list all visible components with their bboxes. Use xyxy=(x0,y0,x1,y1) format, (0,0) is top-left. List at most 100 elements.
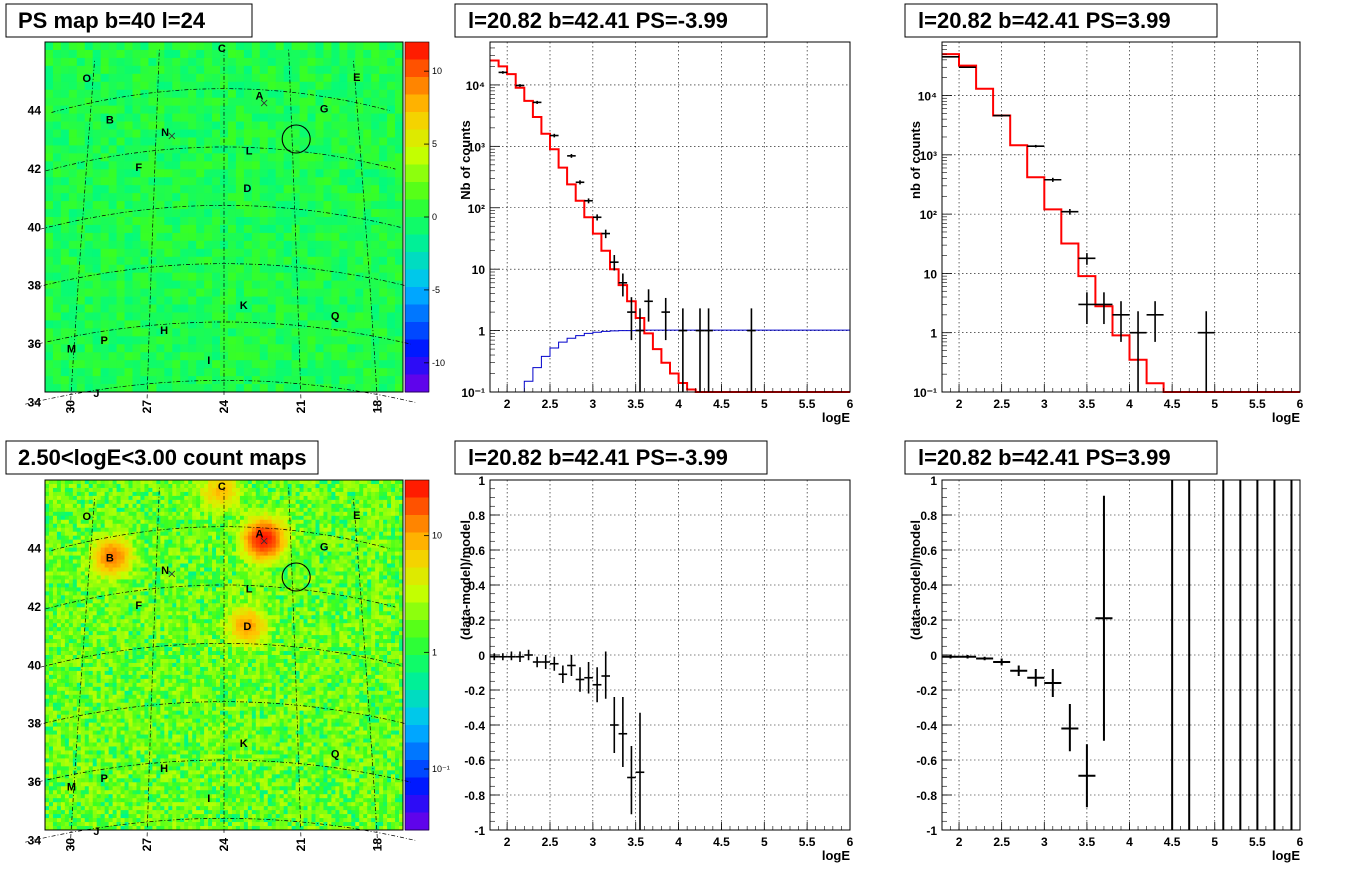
map-pixel xyxy=(76,567,82,572)
map-pixel xyxy=(204,296,213,305)
spectrum-pos-points xyxy=(942,56,1215,392)
map-pixel xyxy=(124,631,129,636)
map-pixel xyxy=(227,232,237,242)
colorbar-segment xyxy=(405,287,429,305)
map-pixel xyxy=(144,670,149,676)
map-pixel xyxy=(84,730,90,735)
map-pixel xyxy=(259,145,269,154)
map-pixel xyxy=(156,611,161,616)
map-pixel xyxy=(76,177,86,186)
map-pixel xyxy=(68,670,74,676)
map-pixel xyxy=(144,810,149,815)
map-pixel xyxy=(307,232,316,242)
map-pixel xyxy=(92,686,98,692)
map-pixel xyxy=(108,674,114,680)
map-pixel xyxy=(104,507,110,513)
map-pixel xyxy=(355,232,364,242)
map-pixel xyxy=(395,105,404,114)
map-pixel xyxy=(152,818,157,823)
map-pixel xyxy=(196,57,205,67)
map-pixel xyxy=(291,304,300,313)
map-pixel xyxy=(148,746,153,751)
map-pixel xyxy=(108,547,114,552)
map-pixel xyxy=(128,710,133,716)
map-pixel xyxy=(80,480,86,485)
map-pixel xyxy=(331,185,340,194)
map-pixel xyxy=(48,531,54,537)
map-pixel xyxy=(128,770,133,775)
map-pixel xyxy=(227,121,237,130)
map-pixel xyxy=(64,591,70,596)
map-pixel xyxy=(104,742,110,747)
map-pixel xyxy=(395,320,404,329)
map-pixel xyxy=(96,710,102,716)
map-pixel xyxy=(299,113,308,122)
map-pixel xyxy=(148,686,153,692)
map-pixel xyxy=(100,714,106,720)
map-pixel xyxy=(291,384,300,393)
map-pixel xyxy=(104,615,110,620)
map-pixel xyxy=(387,161,396,170)
map-pixel xyxy=(80,543,86,549)
map-pixel xyxy=(112,559,117,564)
map-pixel xyxy=(148,814,153,819)
map-pixel xyxy=(124,738,129,743)
map-pixel xyxy=(120,519,125,525)
map-pixel xyxy=(64,818,70,823)
map-pixel xyxy=(156,511,161,517)
map-pixel xyxy=(120,734,125,739)
map-pixel xyxy=(379,177,388,186)
map-pixel xyxy=(104,794,110,799)
map-pixel xyxy=(156,631,161,636)
map-pixel xyxy=(76,336,86,345)
map-pixel xyxy=(140,57,149,67)
map-pixel xyxy=(172,153,181,162)
map-pixel xyxy=(116,802,121,807)
map-pixel xyxy=(152,798,157,803)
map-pixel xyxy=(88,770,94,775)
map-pixel xyxy=(180,360,189,369)
map-pixel xyxy=(144,627,149,632)
map-pixel xyxy=(60,201,70,210)
map-pixel xyxy=(196,89,205,99)
map-pixel xyxy=(124,670,129,676)
map-pixel xyxy=(108,750,114,755)
map-pixel xyxy=(132,822,137,827)
source-label: B xyxy=(106,114,114,126)
map-pixel xyxy=(259,201,269,210)
map-pixel xyxy=(104,643,110,648)
map-pixel xyxy=(45,280,54,289)
map-pixel xyxy=(148,535,153,541)
map-pixel xyxy=(56,670,62,676)
map-pixel xyxy=(128,507,133,513)
map-pixel xyxy=(148,774,153,779)
map-pixel xyxy=(88,623,94,628)
map-pixel xyxy=(148,499,153,505)
map-pixel xyxy=(156,579,161,584)
map-pixel xyxy=(116,312,125,321)
map-pixel xyxy=(100,774,106,779)
map-pixel xyxy=(60,615,66,620)
map-pixel xyxy=(60,320,70,329)
map-pixel xyxy=(132,499,137,505)
map-pixel xyxy=(84,519,90,525)
map-pixel xyxy=(275,328,285,337)
map-pixel xyxy=(148,113,157,122)
map-pixel xyxy=(52,328,62,337)
map-pixel xyxy=(132,97,141,107)
map-pixel xyxy=(84,678,90,684)
map-pixel xyxy=(100,519,106,525)
map-pixel xyxy=(152,790,157,795)
map-pixel xyxy=(84,81,94,91)
map-pixel xyxy=(56,631,62,636)
map-pixel xyxy=(108,615,114,620)
map-pixel xyxy=(212,129,221,138)
map-pixel xyxy=(196,320,205,329)
map-pixel xyxy=(45,579,50,584)
map-pixel xyxy=(116,786,121,791)
map-pixel xyxy=(144,591,149,596)
map-pixel xyxy=(251,153,261,162)
map-pixel xyxy=(76,296,86,305)
map-pixel xyxy=(212,352,221,361)
map-pixel xyxy=(112,658,117,664)
